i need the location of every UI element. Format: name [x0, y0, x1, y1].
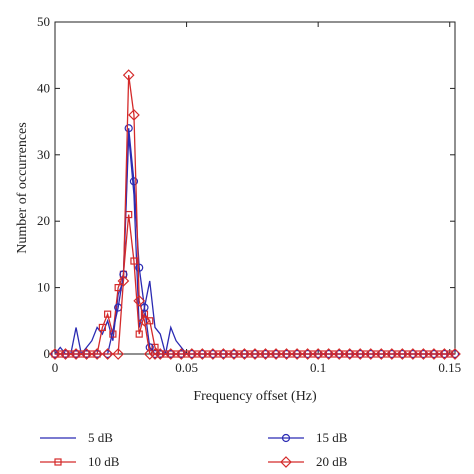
- data-point: [130, 257, 138, 265]
- legend-marker: [280, 456, 292, 468]
- y-tick-label: 20: [37, 213, 50, 228]
- series-3: [49, 69, 461, 360]
- legend-marker: [281, 433, 291, 443]
- data-point: [449, 348, 461, 360]
- y-axis-label: Number of occurrences: [15, 122, 30, 253]
- data-point: [80, 348, 93, 360]
- legend-label: 15 dB: [316, 430, 348, 445]
- data-point: [91, 348, 103, 360]
- data-point: [135, 330, 143, 338]
- x-tick-label: 0.05: [175, 360, 198, 375]
- x-axis-label: Frequency offset (Hz): [193, 389, 317, 404]
- series-2: [50, 124, 460, 359]
- legend-item: 5 dB: [40, 430, 113, 445]
- series-line: [55, 128, 455, 355]
- data-point: [154, 348, 167, 360]
- y-tick-label: 0: [44, 346, 51, 361]
- data-point: [98, 323, 106, 332]
- x-tick-label: 0: [52, 360, 59, 375]
- data-point: [407, 348, 419, 360]
- y-tick-label: 40: [37, 80, 50, 95]
- y-tick-label: 50: [37, 14, 50, 29]
- data-point: [385, 348, 398, 360]
- data-point: [175, 348, 188, 360]
- data-point: [135, 263, 144, 272]
- data-point: [322, 348, 335, 360]
- data-point: [312, 348, 325, 360]
- data-point: [138, 314, 151, 327]
- data-point: [217, 348, 230, 360]
- data-point: [238, 348, 251, 360]
- axis-ticks: 0 0.05 0.1 0.15 0 10 20 30 40 50: [37, 14, 461, 375]
- plot-frame: [54, 21, 456, 355]
- data-point: [301, 348, 314, 360]
- legend-item: 10 dB: [40, 454, 120, 469]
- data-point: [112, 348, 125, 360]
- data-point: [417, 348, 430, 360]
- legend-label: 10 dB: [88, 454, 120, 469]
- data-point: [70, 348, 82, 360]
- data-point: [343, 348, 356, 360]
- legend: 5 dB 15 dB 10 dB 20 dB: [40, 430, 348, 469]
- data-point: [117, 275, 130, 287]
- data-point: [104, 310, 112, 318]
- data-point: [249, 348, 261, 360]
- data-point: [164, 348, 177, 360]
- data-point: [133, 295, 146, 307]
- data-point: [129, 177, 139, 186]
- legend-item: 20 dB: [268, 454, 348, 469]
- data-point: [124, 124, 133, 133]
- data-point: [185, 348, 198, 360]
- legend-marker: [54, 458, 62, 466]
- data-point: [149, 348, 161, 360]
- legend-label: 20 dB: [316, 454, 348, 469]
- data-point: [354, 348, 367, 360]
- data-point: [438, 348, 451, 360]
- data-point: [49, 348, 61, 360]
- data-point: [207, 348, 219, 360]
- y-tick-label: 10: [37, 280, 50, 295]
- data-point: [280, 348, 293, 360]
- data-point: [143, 348, 156, 360]
- data-point: [375, 348, 388, 360]
- legend-item: 15 dB: [268, 430, 348, 445]
- legend-label: 5 dB: [88, 430, 113, 445]
- data-point: [59, 348, 72, 360]
- data-point: [270, 348, 282, 360]
- data-point: [291, 348, 303, 360]
- data-point: [364, 348, 377, 360]
- series-layer: [49, 69, 461, 360]
- data-point: [228, 348, 240, 360]
- y-tick-label: 30: [37, 147, 50, 162]
- series-line: [55, 75, 455, 355]
- data-point: [259, 348, 272, 360]
- data-point: [428, 348, 440, 360]
- data-point: [122, 69, 135, 81]
- x-tick-label: 0.1: [310, 360, 326, 375]
- data-point: [196, 348, 209, 360]
- data-point: [128, 109, 140, 121]
- data-point: [333, 348, 346, 360]
- data-point: [396, 348, 409, 360]
- data-point: [101, 348, 114, 360]
- x-tick-label: 0.15: [438, 360, 461, 375]
